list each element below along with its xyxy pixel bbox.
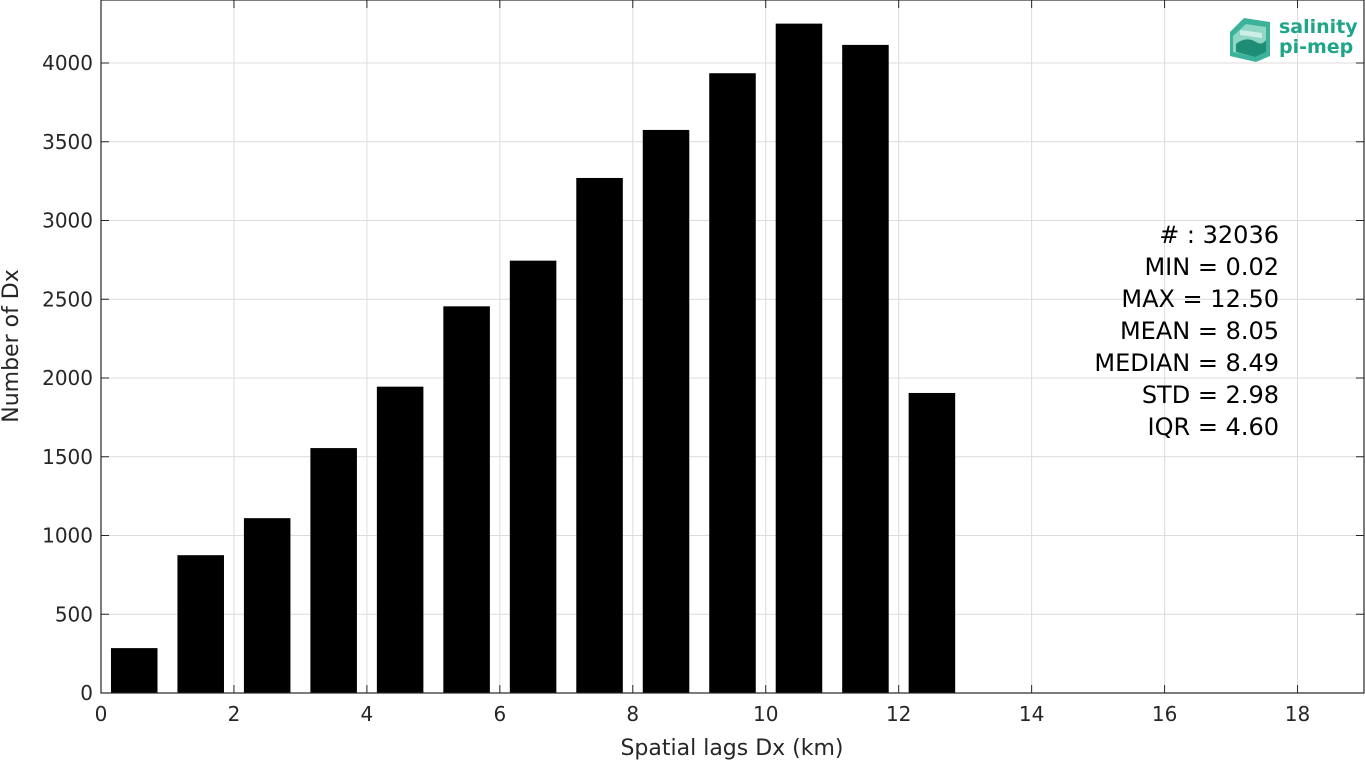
histogram-bar xyxy=(576,177,623,694)
stats-line: MEDIAN = 8.49 xyxy=(1094,349,1279,377)
x-tick-label: 10 xyxy=(753,702,778,726)
x-tick-label: 4 xyxy=(361,702,374,726)
histogram-bar xyxy=(842,44,889,693)
stats-line: MIN = 0.02 xyxy=(1144,253,1279,281)
x-tick-label: 8 xyxy=(626,702,639,726)
y-axis-title: Number of Dx xyxy=(0,269,24,423)
logo-text-pimep: pi-mep xyxy=(1279,36,1353,58)
y-tick-label: 0 xyxy=(80,681,93,705)
x-tick-label: 14 xyxy=(1019,702,1044,726)
histogram-bar xyxy=(709,73,756,694)
histogram-bar xyxy=(177,555,224,693)
y-tick-label: 2500 xyxy=(42,287,93,311)
y-tick-label: 500 xyxy=(55,602,93,626)
histogram-bar xyxy=(376,386,424,693)
y-tick-label: 3500 xyxy=(42,130,93,154)
x-tick-label: 0 xyxy=(95,702,108,726)
y-tick-label: 4000 xyxy=(42,51,93,75)
bars xyxy=(110,23,956,694)
logo-mark-icon xyxy=(1230,18,1270,62)
histogram-bar xyxy=(443,306,490,693)
x-tick-label: 12 xyxy=(886,702,911,726)
stats-line: MEAN = 8.05 xyxy=(1120,317,1279,345)
histogram-bar xyxy=(310,448,357,693)
histogram-bar xyxy=(243,518,291,693)
x-tick-label: 6 xyxy=(493,702,506,726)
stats-line: MAX = 12.50 xyxy=(1121,285,1279,313)
salinity-pimep-logo: salinity pi-mep xyxy=(1230,16,1358,62)
y-tick-label: 2000 xyxy=(42,366,93,390)
histogram-bar xyxy=(908,392,956,693)
y-tick-label: 1500 xyxy=(42,445,93,469)
plot-frame xyxy=(100,0,1365,694)
x-tick-label: 2 xyxy=(228,702,241,726)
stats-line: # : 32036 xyxy=(1159,221,1279,249)
stats-box: # : 32036 MIN = 0.02 MAX = 12.50 MEAN = 8.0… xyxy=(1094,221,1279,441)
x-axis-ticks: 0 2 4 6 8 10 12 14 16 18 xyxy=(95,0,1310,726)
x-axis-title: Spatial lags Dx (km) xyxy=(620,736,843,761)
histogram-bar xyxy=(775,23,823,693)
x-tick-label: 18 xyxy=(1285,702,1310,726)
y-tick-label: 1000 xyxy=(42,524,93,548)
y-tick-label: 3000 xyxy=(42,209,93,233)
histogram-bar xyxy=(509,260,557,693)
stats-line: STD = 2.98 xyxy=(1142,381,1279,409)
stats-line: IQR = 4.60 xyxy=(1148,413,1279,441)
y-axis-ticks: 0 500 1000 1500 2000 2500 3000 3500 4000 xyxy=(42,51,1364,705)
histogram-bar xyxy=(642,129,690,693)
x-tick-label: 16 xyxy=(1152,702,1177,726)
logo-text-salinity: salinity xyxy=(1279,16,1358,38)
histogram-bar xyxy=(110,648,158,693)
